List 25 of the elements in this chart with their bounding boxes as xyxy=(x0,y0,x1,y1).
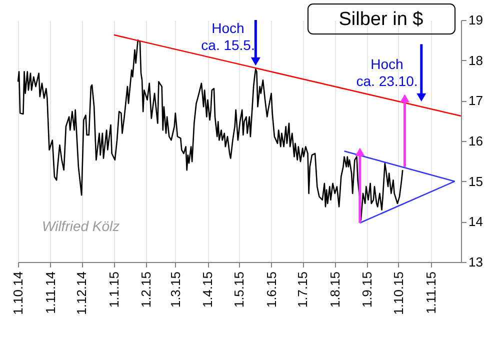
x-tick-label: 1.9.15 xyxy=(360,272,375,308)
y-tick-label: 14 xyxy=(468,214,483,230)
x-tick-label: 1.11.14 xyxy=(42,272,58,314)
x-tick-label: 1.1.15 xyxy=(106,272,122,308)
annotation: Wilfried Kölz xyxy=(42,218,120,234)
x-tick-label: 1.3.15 xyxy=(168,272,183,308)
y-tick-label: 17 xyxy=(468,93,483,108)
x-tick-label: 1.6.15 xyxy=(264,272,279,308)
y-tick-label: 15 xyxy=(468,174,483,189)
x-tick-label: 1.8.15 xyxy=(327,272,342,308)
x-tick-label: 1.4.15 xyxy=(200,272,216,308)
x-tick-label: 1.5.15 xyxy=(231,272,246,308)
chart-title: Silber in $ xyxy=(338,9,424,30)
x-tick-label: 1.12.14 xyxy=(74,272,90,315)
x-tick-label: 1.10.14 xyxy=(10,272,26,315)
annotation: Hoch ca. 15.5. xyxy=(201,20,255,53)
y-tick-label: 19 xyxy=(468,12,483,28)
x-tick-label: 1.11.15 xyxy=(423,272,438,314)
x-tick-label: 1.10.15 xyxy=(390,272,406,315)
y-tick-label: 18 xyxy=(468,52,483,68)
x-tick-label: 1.7.15 xyxy=(295,272,310,308)
y-tick-label: 13 xyxy=(468,254,483,270)
x-tick-label: 1.2.15 xyxy=(138,272,154,308)
annotation: Hoch ca. 23.10. xyxy=(356,56,418,89)
y-tick-label: 16 xyxy=(468,134,483,148)
